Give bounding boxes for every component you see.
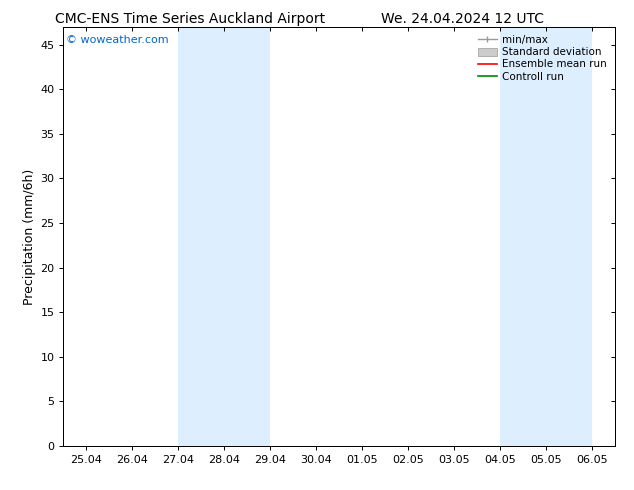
Bar (178, 27, 270, 446)
Text: CMC-ENS Time Series Auckland Airport: CMC-ENS Time Series Auckland Airport (55, 12, 325, 26)
Y-axis label: Precipitation (mm/6h): Precipitation (mm/6h) (23, 168, 36, 305)
Text: We. 24.04.2024 12 UTC: We. 24.04.2024 12 UTC (381, 12, 545, 26)
Bar (500, 27, 592, 446)
Text: © woweather.com: © woweather.com (66, 35, 169, 46)
Legend: min/max, Standard deviation, Ensemble mean run, Controll run: min/max, Standard deviation, Ensemble me… (475, 32, 610, 85)
